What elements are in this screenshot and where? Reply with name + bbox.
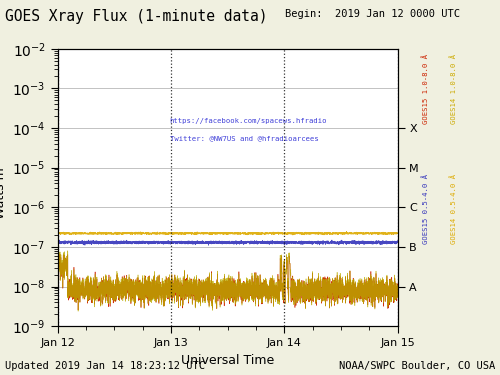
Text: Begin:  2019 Jan 12 0000 UTC: Begin: 2019 Jan 12 0000 UTC [285, 9, 460, 20]
Text: GOES14 0.5-4.0 Å: GOES14 0.5-4.0 Å [450, 174, 456, 244]
Text: GOES15 0.5-4.0 Å: GOES15 0.5-4.0 Å [422, 174, 429, 244]
Text: https://facebook.com/spacews.hfradio: https://facebook.com/spacews.hfradio [170, 118, 327, 124]
Text: GOES15 1.0-8.0 Å: GOES15 1.0-8.0 Å [422, 54, 429, 124]
Text: Updated 2019 Jan 14 18:23:12 UTC: Updated 2019 Jan 14 18:23:12 UTC [5, 361, 205, 371]
Text: NOAA/SWPC Boulder, CO USA: NOAA/SWPC Boulder, CO USA [339, 361, 495, 371]
X-axis label: Universal Time: Universal Time [181, 354, 274, 367]
Y-axis label: Watts m⁻²: Watts m⁻² [0, 156, 6, 219]
Text: Twitter: @NW7US and @hfradioarcees: Twitter: @NW7US and @hfradioarcees [170, 135, 318, 141]
Text: GOES Xray Flux (1-minute data): GOES Xray Flux (1-minute data) [5, 9, 268, 24]
Text: GOES14 1.0-8.0 Å: GOES14 1.0-8.0 Å [450, 54, 456, 124]
